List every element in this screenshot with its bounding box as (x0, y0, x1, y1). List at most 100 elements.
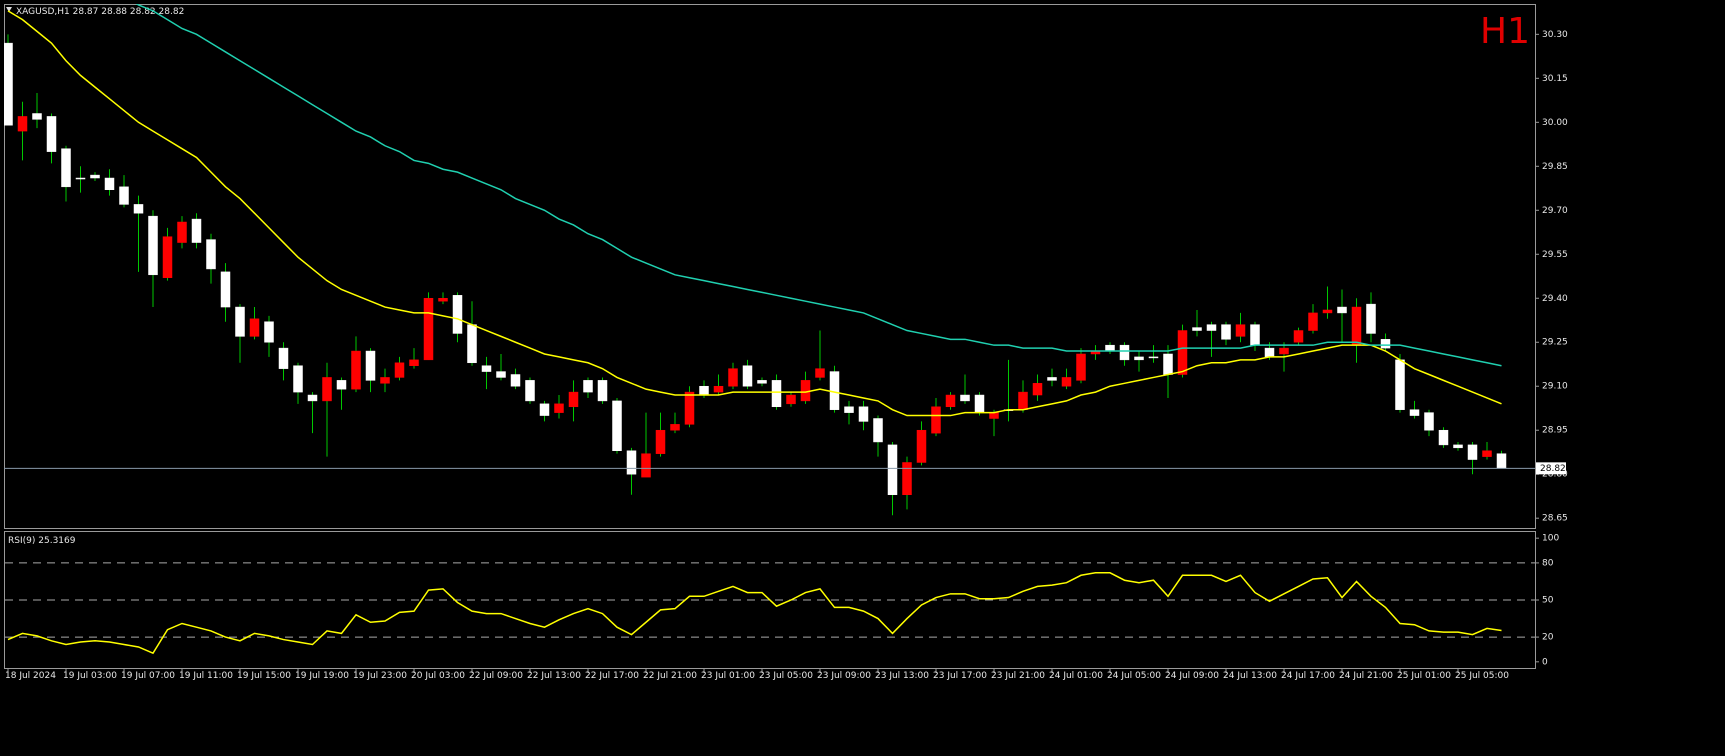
ohlc-open: 28.87 (73, 7, 99, 17)
candle-body (148, 215, 158, 276)
candle-body (1076, 353, 1086, 381)
x-tick-label: 24 Jul 21:00 (1339, 671, 1393, 681)
candle-body (467, 324, 477, 364)
rsi (7, 572, 1502, 655)
candle-body (829, 371, 840, 410)
candle-body (423, 298, 434, 361)
candle-body (365, 350, 376, 381)
x-tick-label: 23 Jul 01:00 (701, 671, 755, 681)
candle-body (1424, 412, 1434, 431)
candle-body (1337, 306, 1347, 314)
candle-body (684, 391, 695, 425)
candle-body (235, 306, 245, 337)
candle-body (496, 371, 506, 378)
price-label: 28.82 (1540, 464, 1566, 474)
candle-body (220, 271, 231, 308)
candle-body (1453, 444, 1463, 449)
candle-body (945, 394, 956, 408)
candle-body (177, 221, 187, 243)
candle-body (90, 174, 100, 179)
candle-body (61, 148, 71, 188)
candle-body (438, 298, 448, 302)
y-tick-label: 29.10 (1542, 382, 1568, 392)
y-tick-label: 29.25 (1542, 338, 1568, 348)
candle-body (17, 116, 28, 132)
candle-body (322, 377, 332, 402)
candle-body (1250, 324, 1260, 346)
symbol: XAGUSD,H1 (16, 7, 70, 17)
candle-body (452, 295, 463, 334)
x-tick-label: 20 Jul 03:00 (411, 671, 465, 681)
candle-body (989, 412, 999, 419)
candle-body (887, 444, 898, 495)
candle-body (786, 394, 796, 405)
rsi-header: RSI(9) 25.3169 (8, 536, 76, 546)
candle-body (655, 429, 666, 454)
rsi-tick-label: 50 (1542, 596, 1554, 606)
candle-body (510, 374, 521, 387)
candle-body (293, 365, 303, 393)
candle-body (4, 42, 13, 126)
candle-body (554, 403, 564, 413)
x-tick-label: 24 Jul 17:00 (1281, 671, 1335, 681)
candle-body (916, 429, 927, 463)
candle-body (1482, 450, 1492, 457)
candle-body (1322, 309, 1333, 314)
candle-body (1221, 324, 1231, 340)
x-tick-label: 22 Jul 17:00 (585, 671, 639, 681)
candle-body (974, 394, 985, 413)
candle-body (873, 418, 883, 443)
candle-body (1308, 312, 1318, 331)
rsi-tick-label: 80 (1542, 558, 1554, 568)
candle-body (597, 380, 608, 402)
x-tick-label: 25 Jul 01:00 (1397, 671, 1451, 681)
moving-average (7, 10, 1502, 417)
x-tick-label: 24 Jul 01:00 (1049, 671, 1103, 681)
main-panel-frame (4, 4, 1536, 529)
x-tick-label: 23 Jul 13:00 (875, 671, 929, 681)
y-tick-label: 29.40 (1542, 294, 1568, 304)
candle-body (278, 347, 289, 369)
y-tick-label: 30.30 (1542, 30, 1568, 40)
candle-body (525, 380, 535, 402)
x-tick-label: 19 Jul 23:00 (353, 671, 407, 681)
y-tick-label: 28.95 (1542, 426, 1568, 436)
candle-body (626, 450, 637, 475)
rsi-tick-label: 0 (1542, 657, 1548, 667)
candle-body (1134, 356, 1144, 361)
rsi-line (7, 572, 1502, 655)
y-tick-label: 29.55 (1542, 250, 1568, 260)
candle-body (960, 394, 970, 402)
candle-body (75, 177, 86, 180)
candle-body (1409, 409, 1420, 416)
candle-body (336, 380, 347, 390)
candle-body (670, 424, 680, 431)
candle-body (1496, 453, 1507, 469)
candle-body (206, 239, 216, 270)
candle-body (1061, 377, 1072, 387)
candle-body (1380, 339, 1391, 349)
symbol-header: XAGUSD,H1 28.87 28.88 28.82 28.82 (16, 7, 184, 17)
ohlc-close: 28.82 (159, 7, 185, 17)
x-tick-label: 19 Jul 07:00 (121, 671, 175, 681)
candle-body (815, 368, 825, 378)
timeframe-watermark: H1 (1480, 11, 1530, 52)
candle-body (1206, 324, 1217, 331)
candle-body (771, 380, 782, 408)
candle-body (902, 462, 912, 495)
x-tick-label: 19 Jul 19:00 (295, 671, 349, 681)
rsi-label: RSI(9) (8, 536, 35, 546)
rsi-tick-label: 100 (1542, 534, 1559, 544)
candle-body (191, 218, 202, 243)
candle-body (699, 385, 709, 396)
candle-body (394, 362, 405, 378)
x-tick-label: 19 Jul 15:00 (237, 671, 291, 681)
candle-body (568, 391, 579, 408)
candle-body (249, 318, 260, 337)
candle-body (1148, 356, 1159, 359)
x-tick-label: 22 Jul 21:00 (643, 671, 697, 681)
x-tick-label: 22 Jul 09:00 (469, 671, 523, 681)
candle-body (858, 406, 869, 422)
